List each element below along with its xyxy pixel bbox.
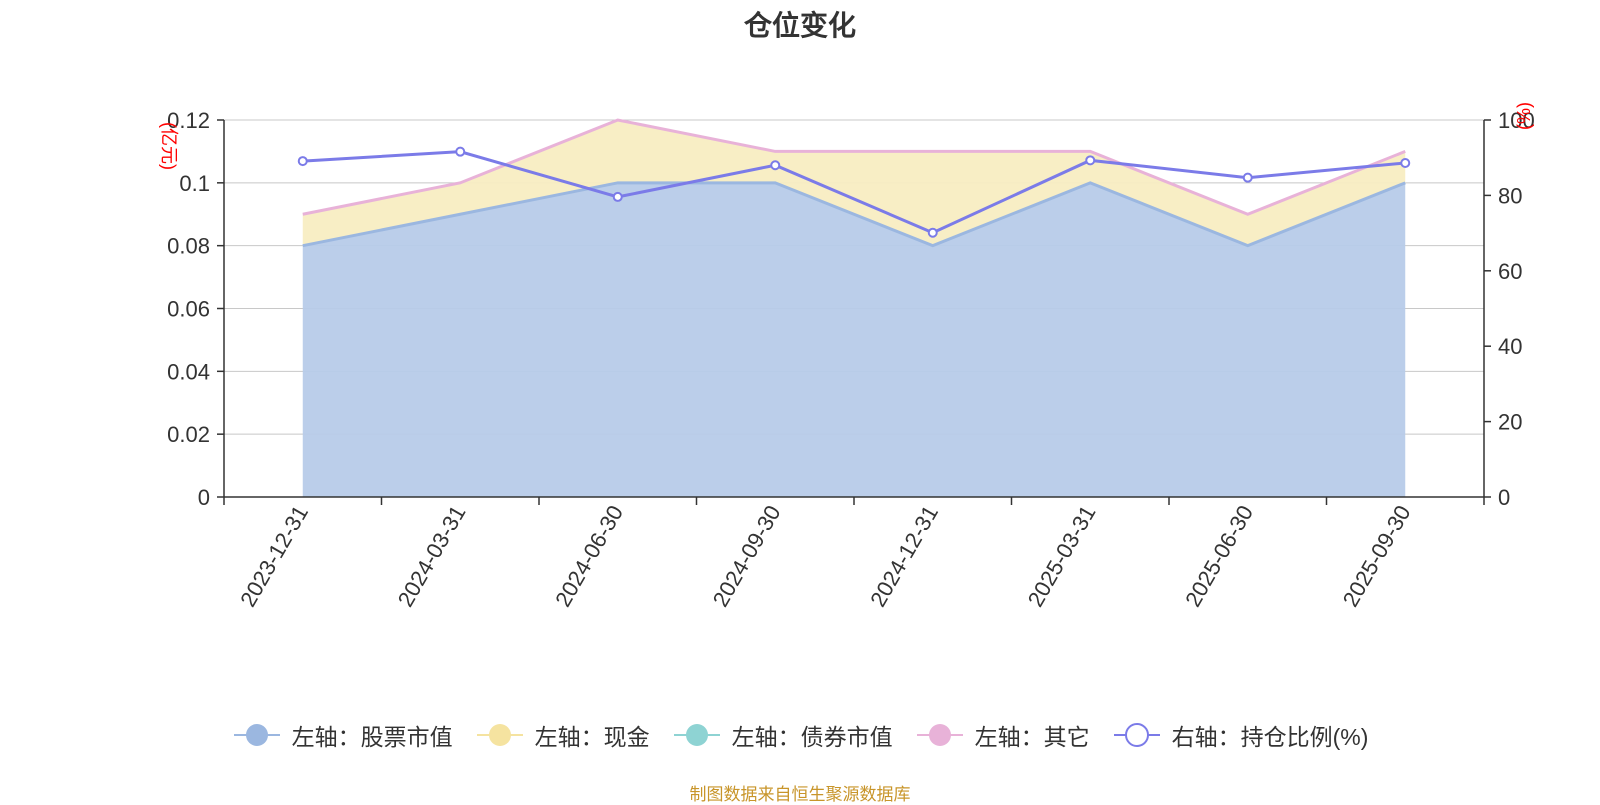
chart-canvas: 0 0.02 0.04 0.06 0.08 0.1 0.12 0 20 40 60 80 100 2023… — [159, 102, 1535, 611]
ratio-point — [1242, 172, 1253, 183]
line-other — [302, 118, 1406, 216]
legend-label: 右轴：持仓比例(%) — [1171, 724, 1369, 750]
left-axis-tick-label: 0.08 — [167, 234, 210, 259]
right-axis-tick-label: 20 — [1498, 410, 1522, 435]
x-axis-tick-label: 2025-09-30 — [1338, 501, 1416, 611]
bond-legend-icon — [673, 724, 720, 746]
legend-item-cash[interactable]: 左轴：现金 — [475, 718, 650, 752]
x-axis-tick-label: 2023-12-31 — [235, 501, 313, 611]
ratio-point — [297, 156, 308, 167]
legend-item-bond[interactable]: 左轴：债券市值 — [672, 718, 893, 752]
right-axis-tick-label: 0 — [1498, 485, 1510, 510]
area-stock — [302, 182, 1406, 498]
ratio-legend-icon — [1113, 723, 1160, 747]
legend-item-stock[interactable]: 左轴：股票市值 — [232, 718, 453, 752]
legend-label: 左轴：债券市值 — [731, 724, 893, 750]
legend-label: 左轴：现金 — [534, 724, 650, 750]
x-axis-tick-label: 2024-03-31 — [393, 501, 471, 611]
right-axis-tick-label: 100 — [1498, 108, 1535, 133]
line-stock — [302, 181, 1406, 248]
stacked-areas — [302, 118, 1406, 498]
ratio-point — [770, 160, 781, 171]
source-note: 制图数据来自恒生聚源数据库 — [689, 785, 911, 804]
x-axis-tick-label: 2025-06-30 — [1180, 501, 1258, 611]
chart-title: 仓位变化 — [743, 10, 856, 41]
other-legend-icon — [916, 724, 963, 746]
left-axis-tick-label: 0.12 — [167, 108, 210, 133]
ratio-point — [455, 146, 466, 157]
x-axis-tick-label: 2025-03-31 — [1023, 501, 1101, 611]
area-cash — [302, 120, 1406, 246]
ratio-point — [612, 191, 623, 202]
left-axis-tick-label: 0 — [198, 485, 210, 510]
x-axis-tick-label: 2024-09-30 — [708, 501, 786, 611]
right-axis-unit: (%) — [1514, 102, 1534, 130]
x-axis-tick-label: 2024-06-30 — [550, 501, 628, 611]
ratio-line — [297, 146, 1411, 238]
left-axis-unit: (亿元) — [159, 122, 179, 170]
right-axis-tick-label: 80 — [1498, 183, 1522, 208]
ratio-line-path — [302, 150, 1406, 235]
legend: 左轴：股票市值 左轴：现金 左轴：债券市值 左轴：其它 右轴：持仓比例(%) — [0, 718, 1600, 752]
right-axis-tick-label: 40 — [1498, 334, 1522, 359]
cash-legend-icon — [476, 724, 523, 746]
ratio-point — [927, 227, 938, 238]
left-axis-tick-label: 0.06 — [167, 297, 210, 322]
left-axis-tick-label: 0.02 — [167, 422, 210, 447]
left-axis-tick-label: 0.04 — [167, 359, 210, 384]
stock-legend-icon — [233, 724, 280, 746]
right-axis-tick-label: 60 — [1498, 259, 1522, 284]
legend-label: 左轴：其它 — [974, 724, 1090, 750]
legend-item-other[interactable]: 左轴：其它 — [915, 718, 1090, 752]
x-axis-tick-label: 2024-12-31 — [865, 501, 943, 611]
left-axis-tick-label: 0.1 — [179, 171, 210, 196]
ratio-point — [1085, 155, 1096, 166]
legend-item-ratio[interactable]: 右轴：持仓比例(%) — [1112, 718, 1369, 752]
ratio-point — [1400, 157, 1411, 168]
legend-label: 左轴：股票市值 — [291, 724, 453, 750]
